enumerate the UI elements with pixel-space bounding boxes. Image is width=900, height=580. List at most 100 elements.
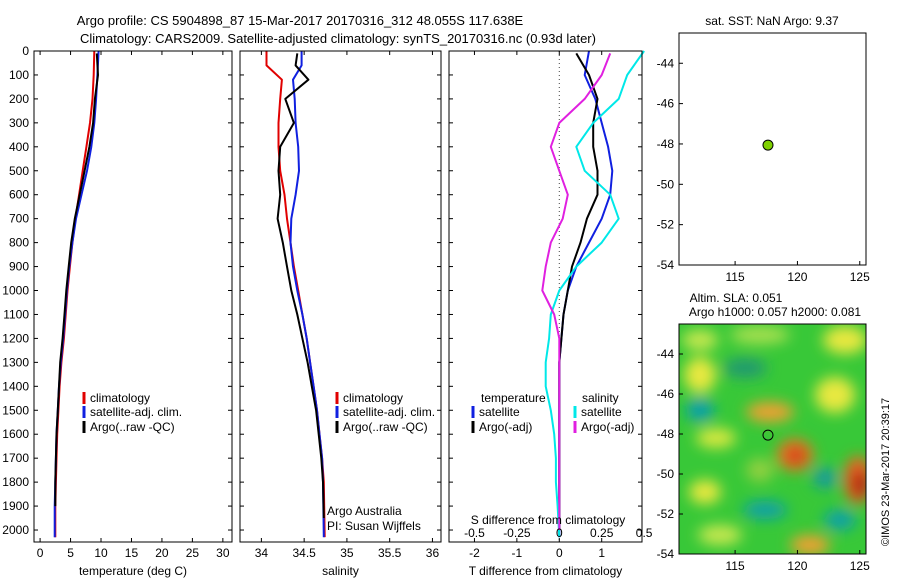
- x-tick-label: 30: [216, 546, 230, 560]
- x-tick-label: 36: [426, 546, 440, 560]
- sst-map: sat. SST: NaN Argo: 9.37 115 120 125 -44 -46…: [657, 14, 870, 284]
- y-tick-label: 1900: [2, 499, 29, 513]
- y-tick-label: 100: [9, 68, 29, 82]
- map-y-tick-label: -44: [657, 347, 675, 361]
- y-tick-label: 600: [9, 188, 29, 202]
- map-x-tick-label: 115: [726, 270, 745, 284]
- legend-title-temperature: temperature: [481, 391, 546, 405]
- map-y-tick-label: -44: [657, 56, 675, 70]
- map-y-tick-label: -48: [657, 137, 675, 151]
- x-axis-label: temperature (deg C): [79, 564, 187, 578]
- series-line-satellite-adj-clim-: [289, 51, 325, 538]
- legend-label-s-satellite: satellite: [581, 405, 622, 419]
- y-tick-label: 200: [9, 92, 29, 106]
- difference-panel: -2 -1 0 1 -0.5 -0.25 0 0.25 0.5 T difference from…: [448, 50, 653, 578]
- sla-map-title-line1: Altim. SLA: 0.051: [690, 291, 783, 305]
- s-tick-label: 0: [556, 526, 563, 540]
- y-tick-label: 800: [9, 236, 29, 250]
- s-tick-label: 0.5: [636, 526, 653, 540]
- s-tick-label: -0.5: [464, 526, 485, 540]
- map-y-tick-label: -50: [657, 177, 675, 191]
- legend-label-t-argo: Argo(-adj): [479, 420, 532, 434]
- x-tick-label: 34.5: [292, 546, 316, 560]
- y-tick-label: 400: [9, 140, 29, 154]
- sla-map-title-line2: Argo h1000: 0.057 h2000: 0.081: [689, 305, 861, 319]
- sla-heatmap: [679, 324, 866, 554]
- imos-credit: ©IMOS 23-Mar-2017 20:39:17: [880, 398, 892, 546]
- map-y-tick-label: -54: [657, 258, 675, 272]
- x-tick-label: 0: [556, 546, 563, 560]
- legend-label-s-argo: Argo(-adj): [581, 420, 634, 434]
- legend-label-satellite-adj: satellite-adj. clim.: [343, 405, 435, 419]
- y-tick-label: 1500: [2, 403, 29, 417]
- x-tick-label: 5: [67, 546, 74, 560]
- map-y-tick-label: -46: [657, 97, 675, 111]
- salinity-legend: climatology satellite-adj. clim. Argo(..…: [327, 391, 435, 533]
- y-tick-label: 500: [9, 164, 29, 178]
- argo-australia-credit: Argo Australia: [327, 504, 402, 518]
- y-tick-label: 1400: [2, 379, 29, 393]
- figure-title-line2: Climatology: CARS2009. Satellite-adjuste…: [80, 31, 596, 46]
- x-tick-label: 20: [155, 546, 169, 560]
- legend-label-climatology: climatology: [90, 391, 150, 405]
- map-y-tick-label: -52: [657, 218, 675, 232]
- series-line-salinity-satellite: [544, 50, 645, 538]
- x-tick-label: 10: [94, 546, 108, 560]
- y-tick-label: 1100: [3, 307, 29, 321]
- y-tick-label: 1800: [2, 475, 29, 489]
- sst-map-title: sat. SST: NaN Argo: 9.37: [705, 14, 839, 28]
- map-x-tick-label: 115: [726, 559, 745, 573]
- s-difference-axis-label: S difference from climatology: [471, 513, 626, 527]
- map-y-tick-label: -46: [657, 387, 675, 401]
- argo-float-position-marker: [762, 429, 774, 441]
- y-tick-label: 1300: [2, 355, 29, 369]
- x-axis-label: T difference from climatology: [469, 564, 623, 578]
- legend-label-satellite-adj: satellite-adj. clim.: [90, 405, 182, 419]
- x-tick-label: 0: [37, 546, 44, 560]
- x-tick-label: 35: [340, 546, 354, 560]
- map-y-tick-label: -54: [657, 547, 675, 561]
- argo-float-position-marker: [762, 139, 774, 151]
- map-x-tick-label: 125: [850, 559, 870, 573]
- sla-map: Altim. SLA: 0.051 Argo h1000: 0.057 h200…: [657, 291, 892, 573]
- map-y-tick-label: -52: [657, 507, 675, 521]
- y-tick-label: 0: [22, 44, 29, 58]
- figure-title-line1: Argo profile: CS 5904898_87 15-Mar-2017 …: [77, 13, 524, 28]
- series-line-argo-raw-qc-: [276, 53, 325, 519]
- series-line-salinity-argo-adj-: [541, 53, 612, 530]
- y-tick-label: 2000: [2, 523, 29, 537]
- y-tick-label: 700: [9, 212, 29, 226]
- x-tick-label: -2: [469, 546, 480, 560]
- y-tick-label: 1600: [2, 427, 29, 441]
- salinity-panel: 34 34.5 35 35.5 36 salinity: [239, 50, 442, 578]
- y-tick-label: 1700: [2, 451, 29, 465]
- x-tick-label: 25: [186, 546, 200, 560]
- x-tick-label: 15: [125, 546, 139, 560]
- x-axis-label: salinity: [322, 564, 359, 578]
- sla-map-frame: [678, 323, 867, 555]
- x-tick-label: 35.5: [378, 546, 402, 560]
- map-y-tick-label: -50: [657, 467, 675, 481]
- legend-label-argo: Argo(..raw -QC): [343, 420, 428, 434]
- x-tick-label: -1: [512, 546, 523, 560]
- y-tick-label: 900: [9, 260, 29, 274]
- legend-label-t-satellite: satellite: [479, 405, 520, 419]
- legend-title-salinity: salinity: [582, 391, 619, 405]
- legend-label-climatology: climatology: [343, 391, 403, 405]
- temperature-panel: 0 5 10 15 20 25 300100200300400500600700800900…: [2, 44, 233, 578]
- map-x-tick-label: 120: [787, 559, 807, 573]
- map-x-tick-label: 125: [850, 270, 870, 284]
- series-line-argo-raw-qc-: [54, 53, 99, 507]
- y-tick-label: 1000: [2, 284, 29, 298]
- plot-frame: [239, 50, 442, 543]
- pi-credit: PI: Susan Wijffels: [327, 519, 421, 533]
- legend-label-argo: Argo(..raw -QC): [90, 420, 175, 434]
- s-tick-label: 0.25: [590, 526, 614, 540]
- x-tick-label: 34: [255, 546, 269, 560]
- x-tick-label: 1: [598, 546, 605, 560]
- y-tick-label: 1200: [2, 331, 29, 345]
- plot-frame: [33, 50, 233, 543]
- y-tick-label: 300: [9, 116, 29, 130]
- series-line-climatology: [54, 50, 96, 538]
